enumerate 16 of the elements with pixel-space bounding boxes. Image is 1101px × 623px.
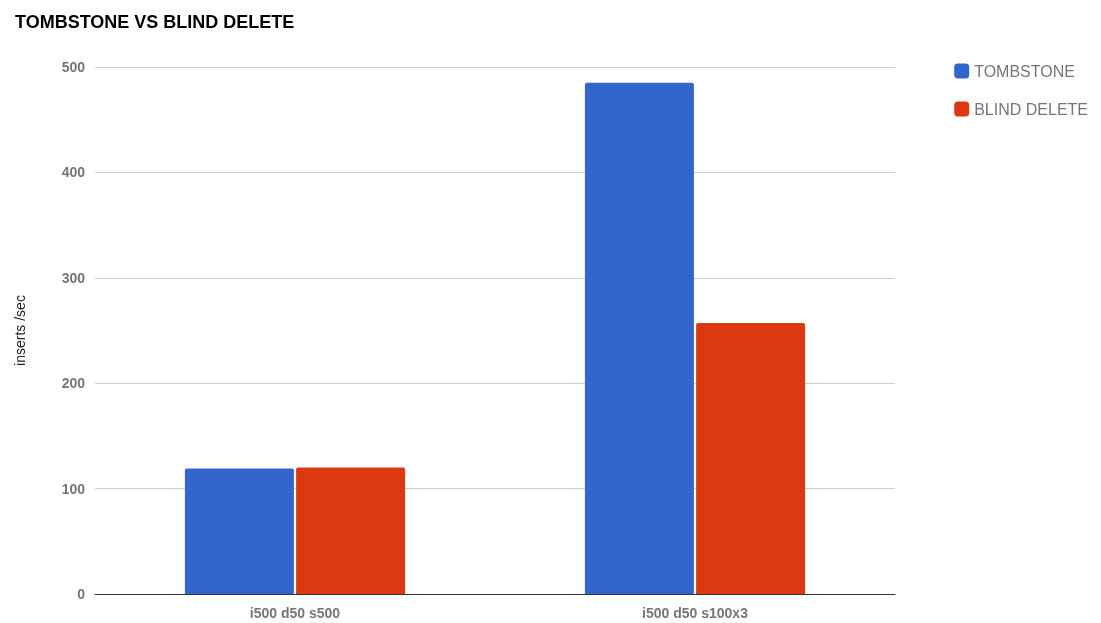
bar — [584, 82, 694, 594]
x-tick-label: i500 d50 s100x3 — [642, 605, 749, 621]
legend-label: TOMBSTONE — [974, 62, 1075, 80]
bar — [184, 468, 294, 594]
bar — [296, 467, 406, 594]
y-tick-label: 0 — [77, 586, 86, 602]
legend-label: BLIND DELETE — [974, 100, 1088, 118]
y-tick-label: 300 — [61, 269, 86, 286]
x-tick-label: i500 d50 s500 — [249, 605, 341, 621]
bar — [696, 323, 806, 594]
chart-title: TOMBSTONE VS BLIND DELETE — [15, 12, 295, 32]
y-axis-title: inserts /sec — [12, 295, 28, 366]
y-tick-label: 200 — [61, 375, 86, 392]
y-tick-label: 100 — [61, 480, 86, 497]
y-tick-label: 400 — [61, 164, 86, 181]
y-tick-label: 500 — [61, 59, 86, 75]
